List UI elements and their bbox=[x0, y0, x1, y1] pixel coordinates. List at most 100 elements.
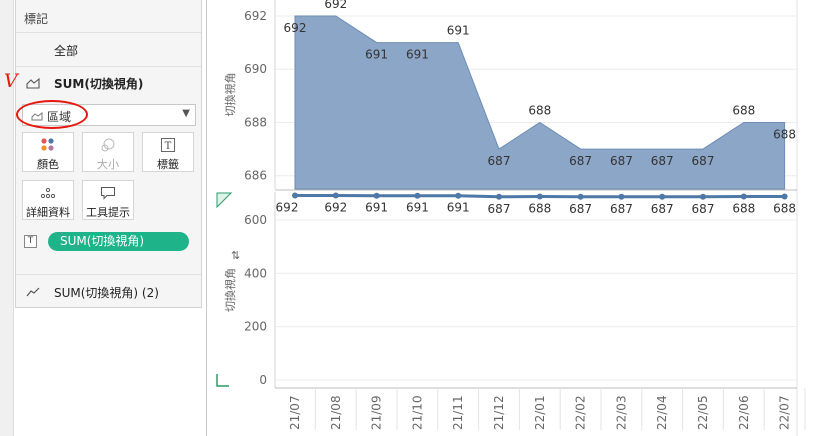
annotation-check-mark: V bbox=[4, 70, 18, 92]
line-data-label: 688 bbox=[773, 202, 796, 216]
axis-edit-marker bbox=[216, 374, 229, 387]
area-data-label: 691 bbox=[406, 48, 429, 62]
area-data-label: 688 bbox=[732, 103, 755, 117]
x-tick-label: 22/06 bbox=[737, 395, 751, 430]
x-tick-label: 22/05 bbox=[696, 395, 710, 430]
size-button-label: 大小 bbox=[97, 158, 119, 171]
y-tick-label: 692 bbox=[244, 9, 267, 23]
line-point bbox=[373, 192, 380, 199]
line-data-label: 687 bbox=[569, 202, 592, 216]
area-chart-icon bbox=[26, 77, 40, 92]
y-tick-label: 400 bbox=[244, 266, 267, 280]
area-data-label: 688 bbox=[528, 103, 551, 117]
line-point bbox=[577, 193, 584, 200]
area-data-label: 688 bbox=[773, 127, 796, 141]
marks-measure-row[interactable]: SUM(切換視角) bbox=[16, 66, 201, 98]
area-data-label: 692 bbox=[284, 21, 307, 35]
tooltip-button-label: 工具提示 bbox=[86, 206, 130, 219]
x-tick-label: 22/07 bbox=[778, 395, 792, 430]
size-button[interactable]: 大小 bbox=[82, 132, 134, 172]
chart-area: 686 688 690 692 692 692 691 691 691 687 688 687 687 6… bbox=[216, 0, 806, 436]
label-field-pill[interactable]: SUM(切換視角) bbox=[48, 232, 189, 251]
marks-all-label: 全部 bbox=[54, 44, 79, 58]
area-data-label: 692 bbox=[324, 0, 347, 11]
axis-edit-marker bbox=[216, 192, 233, 209]
line-point bbox=[496, 193, 502, 200]
marks-all-row[interactable]: 全部 bbox=[16, 32, 201, 66]
x-tick-label: 21/11 bbox=[451, 395, 465, 430]
line-data-label: 688 bbox=[732, 202, 755, 216]
line-point bbox=[332, 192, 339, 199]
y-tick-label: 200 bbox=[244, 320, 267, 334]
size-icon bbox=[83, 137, 133, 153]
line-point bbox=[618, 193, 625, 200]
label-button-label: 標籤 bbox=[157, 158, 179, 171]
color-button-label: 顏色 bbox=[37, 158, 59, 171]
area-data-label: 691 bbox=[447, 24, 470, 38]
line-data-label: 687 bbox=[692, 202, 715, 216]
line-point bbox=[659, 193, 666, 200]
panel-separator[interactable] bbox=[206, 0, 207, 436]
y-tick-label: 690 bbox=[244, 62, 267, 76]
label-pill-row: T SUM(切換視角) bbox=[24, 232, 199, 252]
line-chart-icon bbox=[26, 286, 40, 300]
area-data-label: 687 bbox=[692, 154, 715, 168]
tooltip-button[interactable]: 工具提示 bbox=[82, 180, 134, 220]
x-tick-label: 22/04 bbox=[655, 395, 669, 430]
x-tick-label: 22/01 bbox=[533, 395, 547, 430]
color-button[interactable]: 顏色 bbox=[22, 132, 74, 172]
line-data-label: 692 bbox=[276, 200, 299, 214]
x-tick-label: 22/02 bbox=[574, 395, 588, 430]
tooltip-icon bbox=[83, 185, 133, 201]
detail-dots-icon bbox=[23, 185, 73, 201]
x-tick-label: 22/03 bbox=[614, 395, 628, 430]
line-data-label: 691 bbox=[365, 201, 388, 215]
chevron-down-icon: ▼ bbox=[182, 108, 190, 119]
line-data-label: 687 bbox=[651, 202, 674, 216]
x-tick-label: 21/10 bbox=[410, 395, 424, 430]
detail-button-label: 詳細資料 bbox=[26, 206, 70, 219]
line-data-label: 687 bbox=[488, 202, 511, 216]
y-tick-label: 686 bbox=[244, 169, 267, 183]
x-tick-label: 21/07 bbox=[288, 395, 302, 430]
line-point bbox=[536, 193, 543, 200]
y-tick-label: 688 bbox=[244, 115, 267, 129]
annotation-circle bbox=[16, 100, 88, 129]
area-data-label: 687 bbox=[651, 154, 674, 168]
y-tick-label: 0 bbox=[259, 373, 267, 387]
left-edge-strip bbox=[0, 0, 14, 436]
line-data-label: 692 bbox=[324, 200, 347, 214]
marks-card-title: 標記 bbox=[24, 12, 49, 26]
y-axis-title: 切換視角 bbox=[223, 73, 237, 117]
area-data-label: 687 bbox=[488, 154, 511, 168]
marks-measure2-row[interactable]: SUM(切換視角) (2) bbox=[16, 274, 201, 308]
marks-measure-label: SUM(切換視角) bbox=[54, 77, 144, 91]
area-data-label: 687 bbox=[569, 154, 592, 168]
line-data-label: 691 bbox=[447, 201, 470, 215]
line-point bbox=[414, 192, 421, 199]
svg-text:T: T bbox=[165, 141, 172, 152]
area-data-label: 687 bbox=[610, 154, 633, 168]
y-axis-title: 切換視角 bbox=[223, 268, 237, 312]
line-data-label: 688 bbox=[528, 202, 551, 216]
area-series bbox=[294, 15, 786, 190]
y-tick-label: 600 bbox=[244, 213, 267, 227]
detail-button[interactable]: 詳細資料 bbox=[22, 180, 74, 220]
label-button[interactable]: T 標籤 bbox=[142, 132, 194, 172]
line-data-label: 687 bbox=[610, 202, 633, 216]
sort-icon: ⇅ bbox=[231, 249, 240, 262]
line-point bbox=[455, 192, 462, 199]
line-data-label: 691 bbox=[406, 201, 429, 215]
x-tick-label: 21/12 bbox=[492, 395, 506, 430]
line-point bbox=[700, 193, 706, 200]
text-label-icon: T bbox=[24, 235, 37, 248]
color-palette-icon bbox=[23, 137, 73, 153]
line-point bbox=[740, 193, 747, 200]
x-tick-label: 21/08 bbox=[329, 395, 343, 430]
marks-measure2-label: SUM(切換視角) (2) bbox=[54, 286, 159, 300]
marks-card: 標記 全部 SUM(切換視角) 區域 ▼ 顏色 大小 T bbox=[15, 0, 202, 308]
line-point bbox=[781, 193, 788, 200]
text-label-icon: T bbox=[143, 137, 193, 153]
line-point bbox=[292, 192, 298, 199]
area-data-label: 691 bbox=[365, 48, 388, 62]
